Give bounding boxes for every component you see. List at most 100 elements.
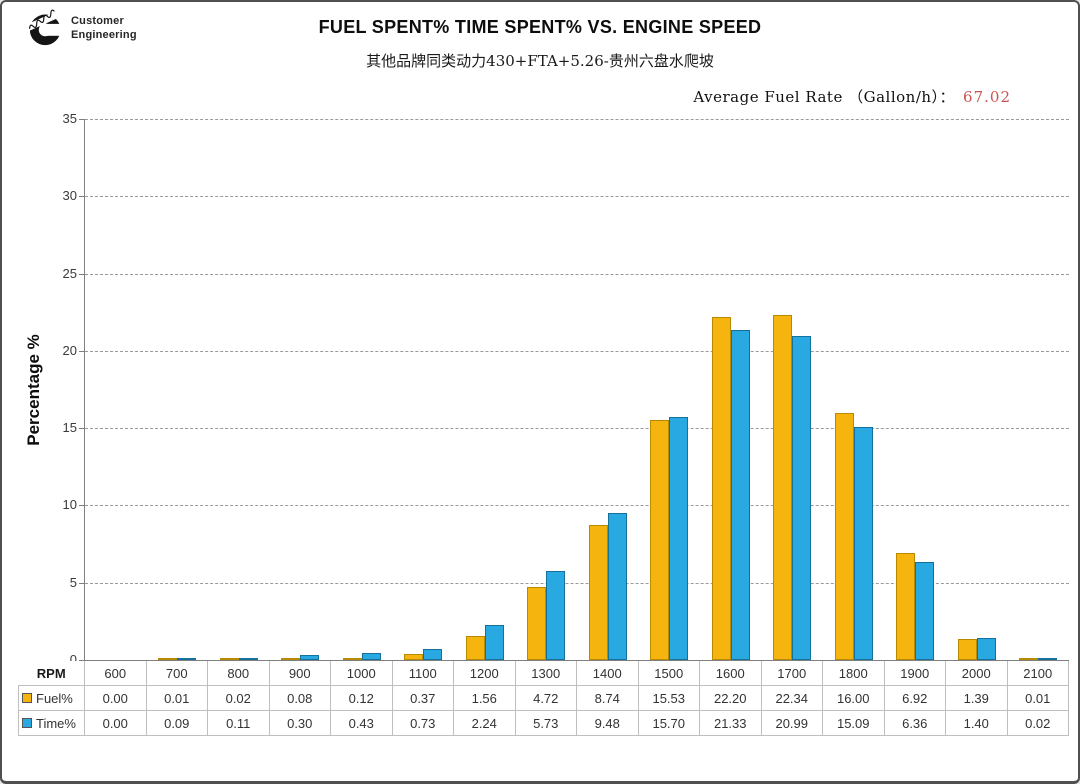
fuel-value-cell: 0.37 <box>391 685 454 711</box>
fuel-value-cell: 0.08 <box>268 685 331 711</box>
bar-time-900 <box>300 655 320 660</box>
bar-fuel-1000 <box>342 658 362 660</box>
bar-time-2100 <box>1038 658 1058 660</box>
rpm-category-cell: 800 <box>207 661 270 686</box>
rpm-category-cell: 1500 <box>637 661 700 686</box>
y-tick-mark <box>79 196 85 198</box>
fuel-value-cell: 6.92 <box>883 685 946 711</box>
rpm-category-cell: 1700 <box>760 661 823 686</box>
rpm-category-cell: 2100 <box>1006 661 1069 686</box>
logo-text: Customer Engineering <box>71 15 137 43</box>
bar-fuel-1100 <box>404 654 424 660</box>
y-tick-mark <box>79 428 85 430</box>
rpm-category-cell: 1400 <box>576 661 639 686</box>
bar-fuel-1500 <box>650 420 670 660</box>
rpm-category-cell: 1200 <box>453 661 516 686</box>
bar-time-1300 <box>546 571 566 660</box>
bar-time-2000 <box>976 638 996 660</box>
fuel-value-cell: 22.20 <box>699 685 762 711</box>
fuel-value-cell: 1.56 <box>453 685 516 711</box>
rpm-category-cell: 1900 <box>883 661 946 686</box>
time-value-cell: 21.33 <box>699 710 762 736</box>
fuel-value-cell: 0.00 <box>84 685 147 711</box>
bar-time-1700 <box>792 336 812 660</box>
fuel-value-cell: 0.01 <box>1006 685 1069 711</box>
y-tick-mark <box>79 660 85 661</box>
rpm-category-cell: 1800 <box>822 661 885 686</box>
time-value-cell: 15.09 <box>822 710 885 736</box>
y-tick-label: 30 <box>62 188 77 204</box>
time-legend-cell: Time% <box>18 710 85 736</box>
gridline-35 <box>85 119 1069 120</box>
y-tick-mark <box>79 119 85 120</box>
y-tick-label: 20 <box>62 342 77 358</box>
y-tick-label: 15 <box>62 420 77 436</box>
bar-time-1800 <box>853 427 873 660</box>
plot-area: 0 5 10 15 20 25 30 35 <box>63 111 1069 667</box>
time-value-cell: 5.73 <box>514 710 577 736</box>
y-tick-label: 5 <box>69 574 77 590</box>
rpm-category-cell: 900 <box>268 661 331 686</box>
logo-text-line2: Engineering <box>71 29 137 41</box>
bar-time-1900 <box>915 562 935 660</box>
y-tick-label: 0 <box>69 652 77 667</box>
bar-time-700 <box>177 658 197 660</box>
bar-fuel-2100 <box>1019 658 1039 660</box>
bar-fuel-700 <box>158 658 178 660</box>
data-table: RPM 600 700 800 900 1000 1100 1200 1300 1400 1500 1… <box>18 661 1069 736</box>
y-tick-mark <box>79 582 85 584</box>
time-legend-swatch-icon <box>22 718 32 728</box>
y-tick-label: 35 <box>62 111 77 126</box>
y-tick-mark <box>79 505 85 507</box>
series-name-label: Time% <box>36 715 76 731</box>
y-tick-mark <box>79 350 85 352</box>
fuel-legend-cell: Fuel% <box>18 685 85 711</box>
fuel-value-cell: 8.74 <box>576 685 639 711</box>
fuel-value-cell: 15.53 <box>637 685 700 711</box>
chart-title: FUEL SPENT% TIME SPENT% VS. ENGINE SPEED <box>318 17 762 37</box>
gridline-15 <box>85 428 1069 430</box>
time-value-cell: 0.73 <box>391 710 454 736</box>
bar-time-1000 <box>361 653 381 660</box>
chart-subtitle: 其他品牌同类动力430+FTA+5.26-贵州六盘水爬坡 <box>366 52 714 70</box>
fuel-value-cell: 0.02 <box>207 685 270 711</box>
bar-time-1500 <box>669 417 689 660</box>
time-value-cell: 0.09 <box>145 710 208 736</box>
cummins-c-logo-icon <box>29 9 63 46</box>
fuel-value-cell: 16.00 <box>822 685 885 711</box>
rpm-category-cell: 1100 <box>391 661 454 686</box>
time-value-cell: 0.11 <box>207 710 270 736</box>
fuel-value-cell: 0.01 <box>145 685 208 711</box>
logo-text-line1: Customer <box>71 15 124 28</box>
rpm-category-cell: 1300 <box>514 661 577 686</box>
y-tick-label: 10 <box>62 497 77 513</box>
time-value-cell: 6.36 <box>883 710 946 736</box>
time-value-cell: 0.43 <box>330 710 393 736</box>
bar-fuel-1900 <box>896 553 916 660</box>
average-fuel-rate-value: 67.02 <box>963 88 1011 106</box>
rpm-category-cell: 1600 <box>699 661 762 686</box>
bar-time-1600 <box>730 330 750 660</box>
time-value-cell: 15.70 <box>637 710 700 736</box>
bar-time-1200 <box>484 625 504 660</box>
time-value-cell: 0.00 <box>84 710 147 736</box>
rpm-category-cell: 700 <box>145 661 208 686</box>
fuel-legend-swatch-icon <box>22 693 32 703</box>
gridline-25 <box>85 273 1069 275</box>
fuel-value-cell: 0.12 <box>330 685 393 711</box>
time-value-cell: 0.02 <box>1006 710 1069 736</box>
average-fuel-rate: Average Fuel Rate （Gallon/h）： 67.02 <box>693 86 1011 107</box>
gridline-5 <box>85 582 1069 584</box>
fuel-value-cell: 4.72 <box>514 685 577 711</box>
rpm-category-cell: 1000 <box>330 661 393 686</box>
bar-fuel-1300 <box>527 587 547 660</box>
series-name-label: Fuel% <box>36 690 73 706</box>
brand-logo: Customer Engineering <box>29 9 137 49</box>
bar-fuel-1200 <box>465 636 485 660</box>
y-tick-mark <box>79 273 85 275</box>
bar-time-1100 <box>423 649 443 660</box>
rpm-axis-label: RPM <box>18 661 85 686</box>
bar-fuel-1800 <box>834 413 854 660</box>
gridline-20 <box>85 350 1069 352</box>
